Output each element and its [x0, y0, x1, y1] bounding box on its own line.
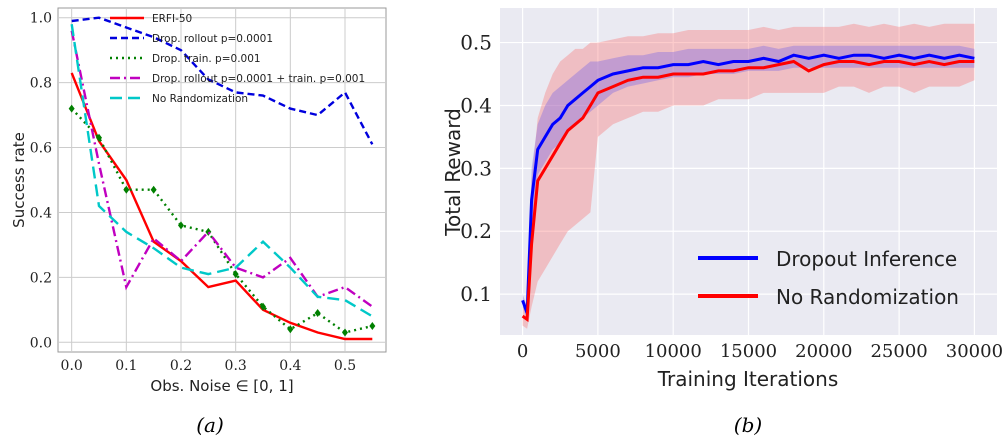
panel-b-x-tick-label: 20000 [795, 341, 852, 362]
panel-a-point-marker [96, 133, 102, 142]
panel-a-caption-label: (a) [196, 413, 224, 437]
panel-a-point-marker [369, 322, 376, 331]
panel-b-x-tick-label: 30000 [946, 341, 1003, 362]
panel-a-plot-area [57, 7, 387, 353]
panel-a-x-tick-label: 0.0 [61, 358, 83, 374]
panel-b-x-tick-label: 0 [517, 341, 528, 362]
panel-a-x-axis-label: Obs. Noise ∈ [0, 1] [150, 377, 293, 395]
panel-b-y-tick-label: 0.3 [460, 156, 492, 180]
panel-a-point-marker [150, 185, 157, 194]
panel-a-grid [58, 8, 386, 352]
panel-b-band-1 [522, 23, 975, 329]
panel-a-point-marker [232, 270, 239, 279]
panel-a-y-tick-label: 0.2 [30, 270, 52, 286]
panel-a-series [68, 16, 376, 341]
panel-b-y-tick-label: 0.1 [460, 282, 492, 306]
panel-b-y-tick-label: 0.2 [460, 219, 492, 243]
panel-b-x-axis-label: Training Iterations [657, 367, 839, 391]
panel-b-x-tick-label: 15000 [720, 341, 777, 362]
panel-a-y-tick-label: 0.0 [30, 335, 52, 351]
panel-b-legend: Dropout Inference No Randomization [698, 247, 959, 309]
panel-b-x-tick-label: 25000 [870, 341, 927, 362]
panel-b-series-line-1 [521, 59, 975, 323]
panel-a-legend: ERFI-50 Drop. rollout p=0.0001 Drop. train… [110, 13, 365, 105]
panel-a-x-tick-label: 0.5 [334, 358, 356, 374]
panel-a-legend-label: Drop. rollout p=0.0001 [152, 33, 273, 45]
panel-b-ticks: 0 5000 10000 15000 20000 25000 30000 0.1 0.2 0.3 0… [460, 31, 1003, 362]
panel-a-point-marker [342, 328, 348, 337]
panel-a-series-line-3 [70, 30, 373, 308]
panel-b-y-tick-label: 0.4 [460, 93, 492, 117]
panel-a-legend-label: Drop. rollout p=0.0001 + train. p=0.001 [152, 73, 365, 85]
panel-b-confidence-bands [522, 23, 975, 329]
panel-a-point-marker [123, 185, 130, 194]
panel-b-legend-label: No Randomization [776, 285, 959, 309]
panel-a-x-tick-label: 0.1 [115, 358, 137, 374]
panel-b-caption-label: (b) [734, 413, 762, 437]
panel-b-x-tick-label: 10000 [645, 341, 702, 362]
panel-a-point-marker [287, 325, 294, 334]
panel-a-legend-label: No Randomization [152, 93, 248, 105]
panel-b-y-tick-label: 0.5 [460, 31, 492, 55]
panel-a-series-line-4 [70, 24, 373, 318]
panel-a-success-rate-chart: 0.0 0.1 0.2 0.3 0.4 0.5 0.0 0.2 0.4 0.6 0.8 1.0 ERF… [10, 7, 387, 437]
panel-a-y-tick-label: 0.4 [30, 205, 52, 221]
panel-a-point-marker [178, 221, 184, 230]
panel-a-point-marker [205, 227, 212, 236]
panel-a-point-marker [68, 104, 75, 113]
panel-a-y-axis-label: Success rate [10, 132, 28, 228]
panel-b-series [521, 53, 975, 323]
panel-a-x-tick-label: 0.2 [170, 358, 192, 374]
panel-a-point-marker [260, 302, 266, 311]
panel-a-x-tick-label: 0.4 [279, 358, 301, 374]
panel-b-legend-label: Dropout Inference [776, 247, 957, 271]
panel-a-y-tick-label: 0.6 [30, 141, 52, 157]
panel-a-series-line-0 [70, 72, 373, 341]
panel-b-grid [500, 8, 997, 335]
panel-a-series-line-1 [71, 16, 374, 145]
panel-a-x-tick-label: 0.3 [225, 358, 247, 374]
panel-a-y-tick-label: 0.8 [30, 76, 52, 92]
panel-b-y-axis-label: Total Reward [441, 108, 465, 237]
panel-a-legend-label: Drop. train. p=0.001 [152, 53, 261, 65]
panel-b-total-reward-chart: 0 5000 10000 15000 20000 25000 30000 0.1 0.2 0.3 0… [441, 8, 1003, 437]
panel-b-x-tick-label: 5000 [575, 341, 621, 362]
panel-a-y-tick-label: 1.0 [30, 11, 52, 27]
panel-b-series-line-0 [521, 53, 975, 314]
panel-a-point-marker [314, 309, 321, 318]
panel-a-ticks: 0.0 0.1 0.2 0.3 0.4 0.5 0.0 0.2 0.4 0.6 0.8 1.0 [30, 11, 356, 374]
panel-a-legend-label: ERFI-50 [152, 13, 192, 25]
